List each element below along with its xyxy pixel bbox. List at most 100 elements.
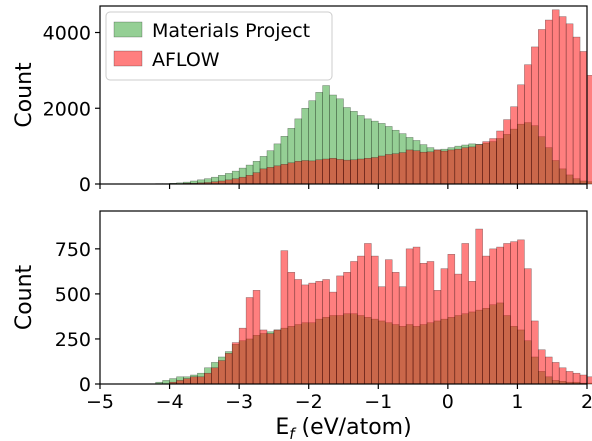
histogram-bar <box>364 243 372 385</box>
x-tick-label: −5 <box>86 391 114 413</box>
histogram-bar <box>315 159 323 185</box>
histogram-bar <box>551 362 560 385</box>
histogram-bar <box>238 176 247 185</box>
legend-label: AFLOW <box>152 49 220 71</box>
histogram-bar <box>350 159 358 185</box>
histogram-bar <box>510 106 518 185</box>
y-axis-title: Count <box>12 264 37 330</box>
legend-box <box>105 11 333 81</box>
series-aflow-bars <box>169 228 592 385</box>
histogram-bar <box>259 329 268 385</box>
histogram-bar <box>231 342 240 385</box>
histogram-bar <box>252 172 261 185</box>
histogram-bar <box>364 158 372 185</box>
histogram-bar <box>280 164 289 185</box>
x-tick-label: −1 <box>364 391 392 413</box>
y-tick-label: 2000 <box>43 98 91 120</box>
histogram-bar <box>308 160 316 185</box>
bottom-histogram-panel: −5 −4 −3 −2 −1 0 1 2 0 250 500 750 Count Ef (eV/atom) <box>12 210 592 441</box>
y-tick-label: 4000 <box>43 23 91 45</box>
histogram-bar <box>245 175 254 185</box>
histogram-bar <box>343 159 351 185</box>
histogram-bar <box>266 167 275 185</box>
x-tick-label: 2 <box>581 391 592 413</box>
histogram-bar <box>294 161 303 185</box>
y-tick-label: 500 <box>55 284 91 306</box>
histogram-bar <box>586 376 592 385</box>
histogram-bar <box>412 246 421 385</box>
x-axis-title: Ef (eV/atom) <box>275 415 411 441</box>
legend-swatch <box>113 21 143 38</box>
histogram-bar <box>315 281 323 385</box>
histogram-bar <box>384 154 393 185</box>
histogram-bar <box>440 268 449 385</box>
histogram-bar <box>224 179 233 185</box>
histogram-bar <box>454 148 463 185</box>
histogram-bar <box>531 46 539 185</box>
histogram-bar <box>586 75 592 185</box>
histogram-bar <box>197 376 205 385</box>
histogram-bar <box>384 259 393 385</box>
y-tick-label: 250 <box>55 329 91 351</box>
histogram-bar <box>204 372 212 385</box>
histogram-bar <box>440 150 449 185</box>
histogram-bar <box>252 290 261 385</box>
x-tick-label: −4 <box>156 391 184 413</box>
histogram-bar <box>218 360 226 385</box>
x-tick-label: −3 <box>225 391 253 413</box>
histogram-bar <box>266 333 275 385</box>
histogram-bar <box>489 248 497 385</box>
histogram-bar <box>503 243 511 385</box>
histogram-bar <box>572 372 581 385</box>
x-tick-label: 0 <box>442 391 454 413</box>
histogram-bar <box>259 168 268 185</box>
histogram-bar <box>322 279 330 385</box>
histogram-bar <box>308 282 316 385</box>
histogram-bar <box>447 149 456 185</box>
histogram-bar <box>405 248 414 385</box>
histogram-bar <box>572 36 581 185</box>
histogram-bar <box>329 158 337 185</box>
histogram-bar <box>301 284 309 385</box>
histogram-bar <box>343 272 351 385</box>
legend-label: Materials Project <box>152 20 310 42</box>
histogram-bar <box>371 255 379 385</box>
histogram-bar <box>224 353 233 385</box>
histogram-bar <box>183 378 191 385</box>
histogram-bar <box>231 178 240 185</box>
histogram-bar <box>538 29 546 185</box>
histogram-bar <box>579 374 588 385</box>
top-histogram-panel: 0 2000 4000 Count Materials Project AFLOW <box>12 5 592 196</box>
histogram-bar <box>454 273 463 385</box>
histogram-bar <box>371 157 379 185</box>
histogram-bar <box>322 158 330 185</box>
histogram-bar <box>489 138 497 185</box>
histogram-bar <box>538 349 546 385</box>
histogram-bar <box>503 119 511 185</box>
histogram-bar <box>461 147 469 185</box>
histogram-bar <box>273 329 282 385</box>
histogram-bar <box>412 150 421 185</box>
histogram-bar <box>329 291 337 385</box>
histogram-bar <box>433 149 442 185</box>
histogram-bar <box>496 130 504 185</box>
histogram-bar <box>238 327 247 385</box>
x-tick-label: 1 <box>511 391 523 413</box>
histogram-bar <box>551 9 560 185</box>
y-tick-label: 750 <box>55 239 91 261</box>
histogram-bar <box>357 158 365 185</box>
histogram-bar <box>391 272 400 385</box>
histogram-bar <box>565 371 574 385</box>
histogram-bar <box>482 141 490 185</box>
histogram-bar <box>350 261 358 385</box>
histogram-bar <box>419 151 428 185</box>
histogram-bar <box>475 144 483 185</box>
histogram-bar <box>579 51 588 185</box>
histogram-bar <box>190 376 198 385</box>
y-tick-label: 0 <box>79 374 91 396</box>
histogram-bar <box>510 241 518 385</box>
histogram-bar <box>468 281 476 385</box>
histogram-bar <box>378 155 386 185</box>
histogram-bar <box>211 367 219 385</box>
